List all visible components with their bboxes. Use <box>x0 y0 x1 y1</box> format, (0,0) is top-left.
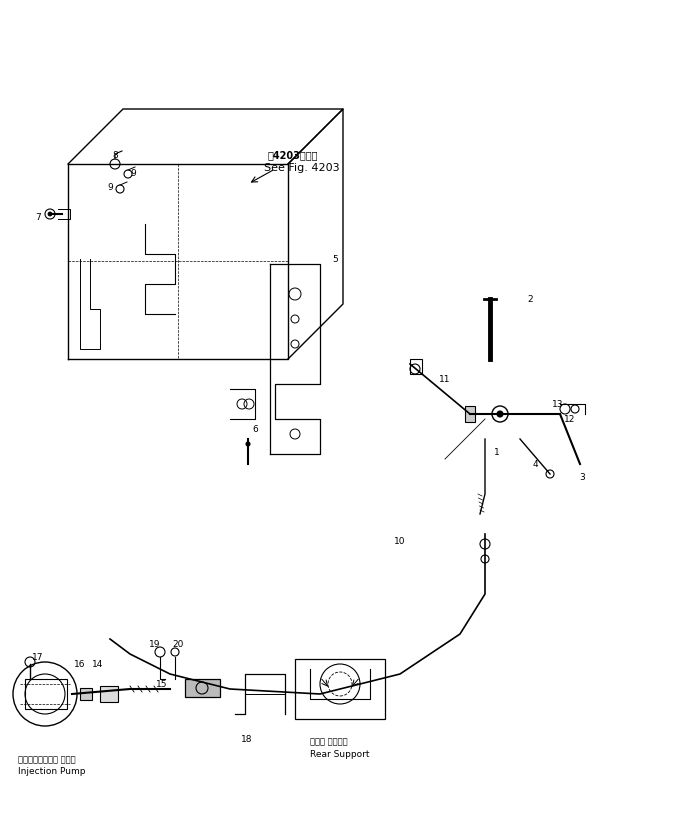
Text: 17: 17 <box>32 653 43 662</box>
Circle shape <box>48 213 52 217</box>
Text: 7: 7 <box>35 212 41 221</box>
Text: 2: 2 <box>527 295 533 304</box>
Circle shape <box>246 442 250 446</box>
Text: Rear Support: Rear Support <box>310 749 370 758</box>
Bar <box>465 406 475 423</box>
Text: リヤー サポート: リヤー サポート <box>310 736 348 745</box>
Text: 11: 11 <box>440 375 451 384</box>
Text: 6: 6 <box>252 425 258 434</box>
Text: See Fig. 4203: See Fig. 4203 <box>264 163 339 173</box>
Text: 5: 5 <box>332 256 338 265</box>
Circle shape <box>497 411 503 418</box>
Text: 9: 9 <box>130 168 136 177</box>
Text: 第4203図参照: 第4203図参照 <box>268 150 319 160</box>
Text: 4: 4 <box>532 460 538 469</box>
Text: 20: 20 <box>172 640 184 649</box>
Text: 9: 9 <box>107 183 113 192</box>
Text: 19: 19 <box>149 640 161 649</box>
Bar <box>295 659 385 719</box>
Text: 8: 8 <box>112 151 118 160</box>
Text: 1: 1 <box>494 448 500 457</box>
Text: 18: 18 <box>241 735 253 744</box>
Text: Injection Pump: Injection Pump <box>18 767 86 776</box>
Text: インジェクション ポンプ: インジェクション ポンプ <box>18 754 76 763</box>
Text: 13: 13 <box>552 400 564 409</box>
Bar <box>410 360 422 374</box>
Bar <box>185 679 220 697</box>
Text: 12: 12 <box>564 415 575 424</box>
Bar <box>25 679 67 709</box>
Text: 3: 3 <box>579 473 585 482</box>
Text: 14: 14 <box>92 659 104 668</box>
Text: 15: 15 <box>156 680 168 689</box>
Bar <box>80 688 92 700</box>
Text: 10: 10 <box>394 536 406 545</box>
Bar <box>100 686 118 702</box>
Text: 16: 16 <box>75 659 86 668</box>
